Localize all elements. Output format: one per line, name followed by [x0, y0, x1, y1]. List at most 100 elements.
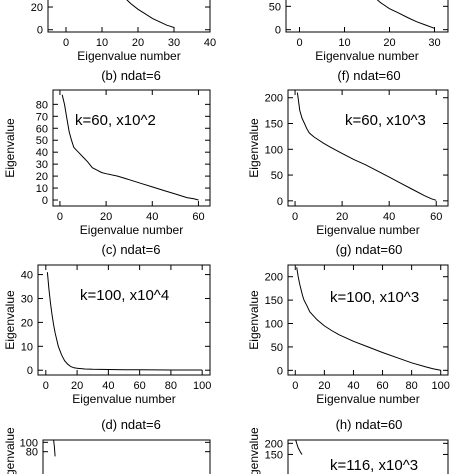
- y-tick-label: 50: [271, 342, 283, 354]
- y-tick-label: 0: [27, 365, 33, 377]
- y-axis-label: Eigenvalue: [247, 118, 261, 178]
- x-tick-label: 0: [63, 37, 69, 49]
- x-tick-label: 0: [292, 211, 298, 223]
- y-tick-label: 150: [265, 295, 283, 307]
- y-tick-label: 0: [277, 196, 283, 208]
- y-tick-label: 40: [21, 270, 33, 282]
- panel-title: (d) ndat=6: [101, 417, 161, 432]
- x-axis-label: Eigenvalue number: [316, 392, 419, 406]
- series-line: [296, 92, 437, 201]
- chart-panel-2: 0 10 20 30 0 50 Eigenvalue number: [269, 0, 449, 63]
- series-line: [126, 0, 175, 28]
- x-axis-label: Eigenvalue number: [72, 392, 175, 406]
- x-axis-label: Eigenvalue number: [77, 49, 180, 63]
- y-tick-label: 50: [269, 1, 281, 13]
- panel-annotation: k=100, x10^3: [330, 289, 419, 306]
- y-tick-label: 20: [36, 171, 48, 183]
- series-line: [295, 439, 303, 455]
- y-tick-label: 100: [265, 144, 283, 156]
- y-tick-label: 200: [265, 272, 283, 284]
- x-tick-label: 20: [336, 211, 348, 223]
- x-tick-label: 80: [406, 380, 418, 392]
- panel-title: (c) ndat=6: [102, 242, 161, 257]
- y-tick-label: 30: [21, 293, 33, 305]
- chart-panel-4: 0 20 40 60 0 50 100 150 200 Eigenvalue number Eige…: [247, 68, 449, 237]
- panel-title: (h) ndat=60: [336, 417, 403, 432]
- y-tick-label: 80: [26, 447, 38, 459]
- panel-annotation: k=60, x10^3: [345, 112, 426, 129]
- x-tick-label: 30: [168, 37, 180, 49]
- x-tick-label: 100: [193, 380, 211, 392]
- x-tick-label: 40: [204, 37, 216, 49]
- plot-frame: [287, 439, 449, 474]
- y-tick-label: 10: [36, 183, 48, 195]
- chart-panel-6: 0 20 40 60 80 100 0 50 100 150 200 Eigenvalue numbe…: [247, 242, 450, 406]
- x-tick-label: 40: [383, 211, 395, 223]
- panel-annotation: k=100, x10^4: [80, 287, 169, 304]
- y-tick-label: 0: [37, 25, 43, 37]
- plot-frame: [285, 0, 449, 33]
- panel-title: (g) ndat=60: [336, 242, 403, 257]
- x-tick-label: 80: [165, 380, 177, 392]
- series-line: [296, 267, 441, 371]
- y-tick-label: 70: [36, 111, 48, 123]
- y-tick-label: 20: [31, 2, 43, 14]
- panel-annotation: k=116, x10^3: [330, 457, 418, 474]
- x-tick-label: 60: [134, 380, 146, 392]
- y-tick-label: 200: [265, 438, 283, 450]
- x-axis-label: Eigenvalue number: [80, 223, 183, 237]
- x-tick-label: 60: [430, 211, 442, 223]
- x-tick-label: 10: [338, 37, 350, 49]
- y-tick-label: 50: [271, 170, 283, 182]
- y-tick-label: 150: [265, 119, 283, 131]
- x-tick-label: 20: [132, 37, 144, 49]
- y-tick-label: 150: [265, 449, 283, 461]
- y-tick-label: 0: [275, 25, 281, 37]
- x-tick-label: 0: [43, 380, 49, 392]
- y-tick-label: 0: [277, 365, 283, 377]
- y-tick-label: 200: [265, 93, 283, 105]
- x-tick-label: 20: [100, 211, 112, 223]
- x-tick-label: 20: [71, 380, 83, 392]
- y-tick-label: 40: [36, 147, 48, 159]
- panel-title: (b) ndat=6: [101, 68, 161, 83]
- x-tick-label: 30: [428, 37, 440, 49]
- y-tick-label: 0: [42, 195, 48, 207]
- y-axis-label: Eigenvalue: [247, 427, 261, 474]
- y-tick-label: 50: [36, 135, 48, 147]
- x-tick-label: 10: [96, 37, 108, 49]
- x-tick-label: 60: [376, 380, 388, 392]
- x-tick-label: 0: [57, 211, 63, 223]
- x-tick-label: 60: [192, 211, 204, 223]
- x-tick-label: 40: [146, 211, 158, 223]
- y-axis-label: Eigenvalue: [3, 427, 17, 474]
- plot-frame: [37, 264, 211, 376]
- x-tick-label: 0: [296, 37, 302, 49]
- plot-frame: [52, 89, 211, 207]
- x-tick-label: 100: [432, 380, 450, 392]
- x-axis-label: Eigenvalue number: [316, 223, 419, 237]
- y-tick-label: 100: [265, 319, 283, 331]
- x-tick-label: 20: [318, 380, 330, 392]
- panel-title: (f) ndat=60: [337, 68, 400, 83]
- y-tick-label: 100: [20, 437, 38, 449]
- series-line: [61, 94, 199, 201]
- plot-frame: [47, 0, 211, 33]
- x-tick-label: 40: [347, 380, 359, 392]
- plot-frame: [42, 439, 211, 474]
- x-axis-label: Eigenvalue number: [315, 49, 418, 63]
- series-line: [53, 439, 56, 457]
- series-line: [46, 272, 203, 371]
- y-tick-label: 30: [36, 159, 48, 171]
- x-tick-label: 20: [383, 37, 395, 49]
- panel-annotation: k=60, x10^2: [75, 112, 156, 129]
- y-tick-label: 60: [36, 123, 48, 135]
- y-tick-label: 20: [21, 317, 33, 329]
- y-axis-label: Eigenvalue: [3, 290, 17, 350]
